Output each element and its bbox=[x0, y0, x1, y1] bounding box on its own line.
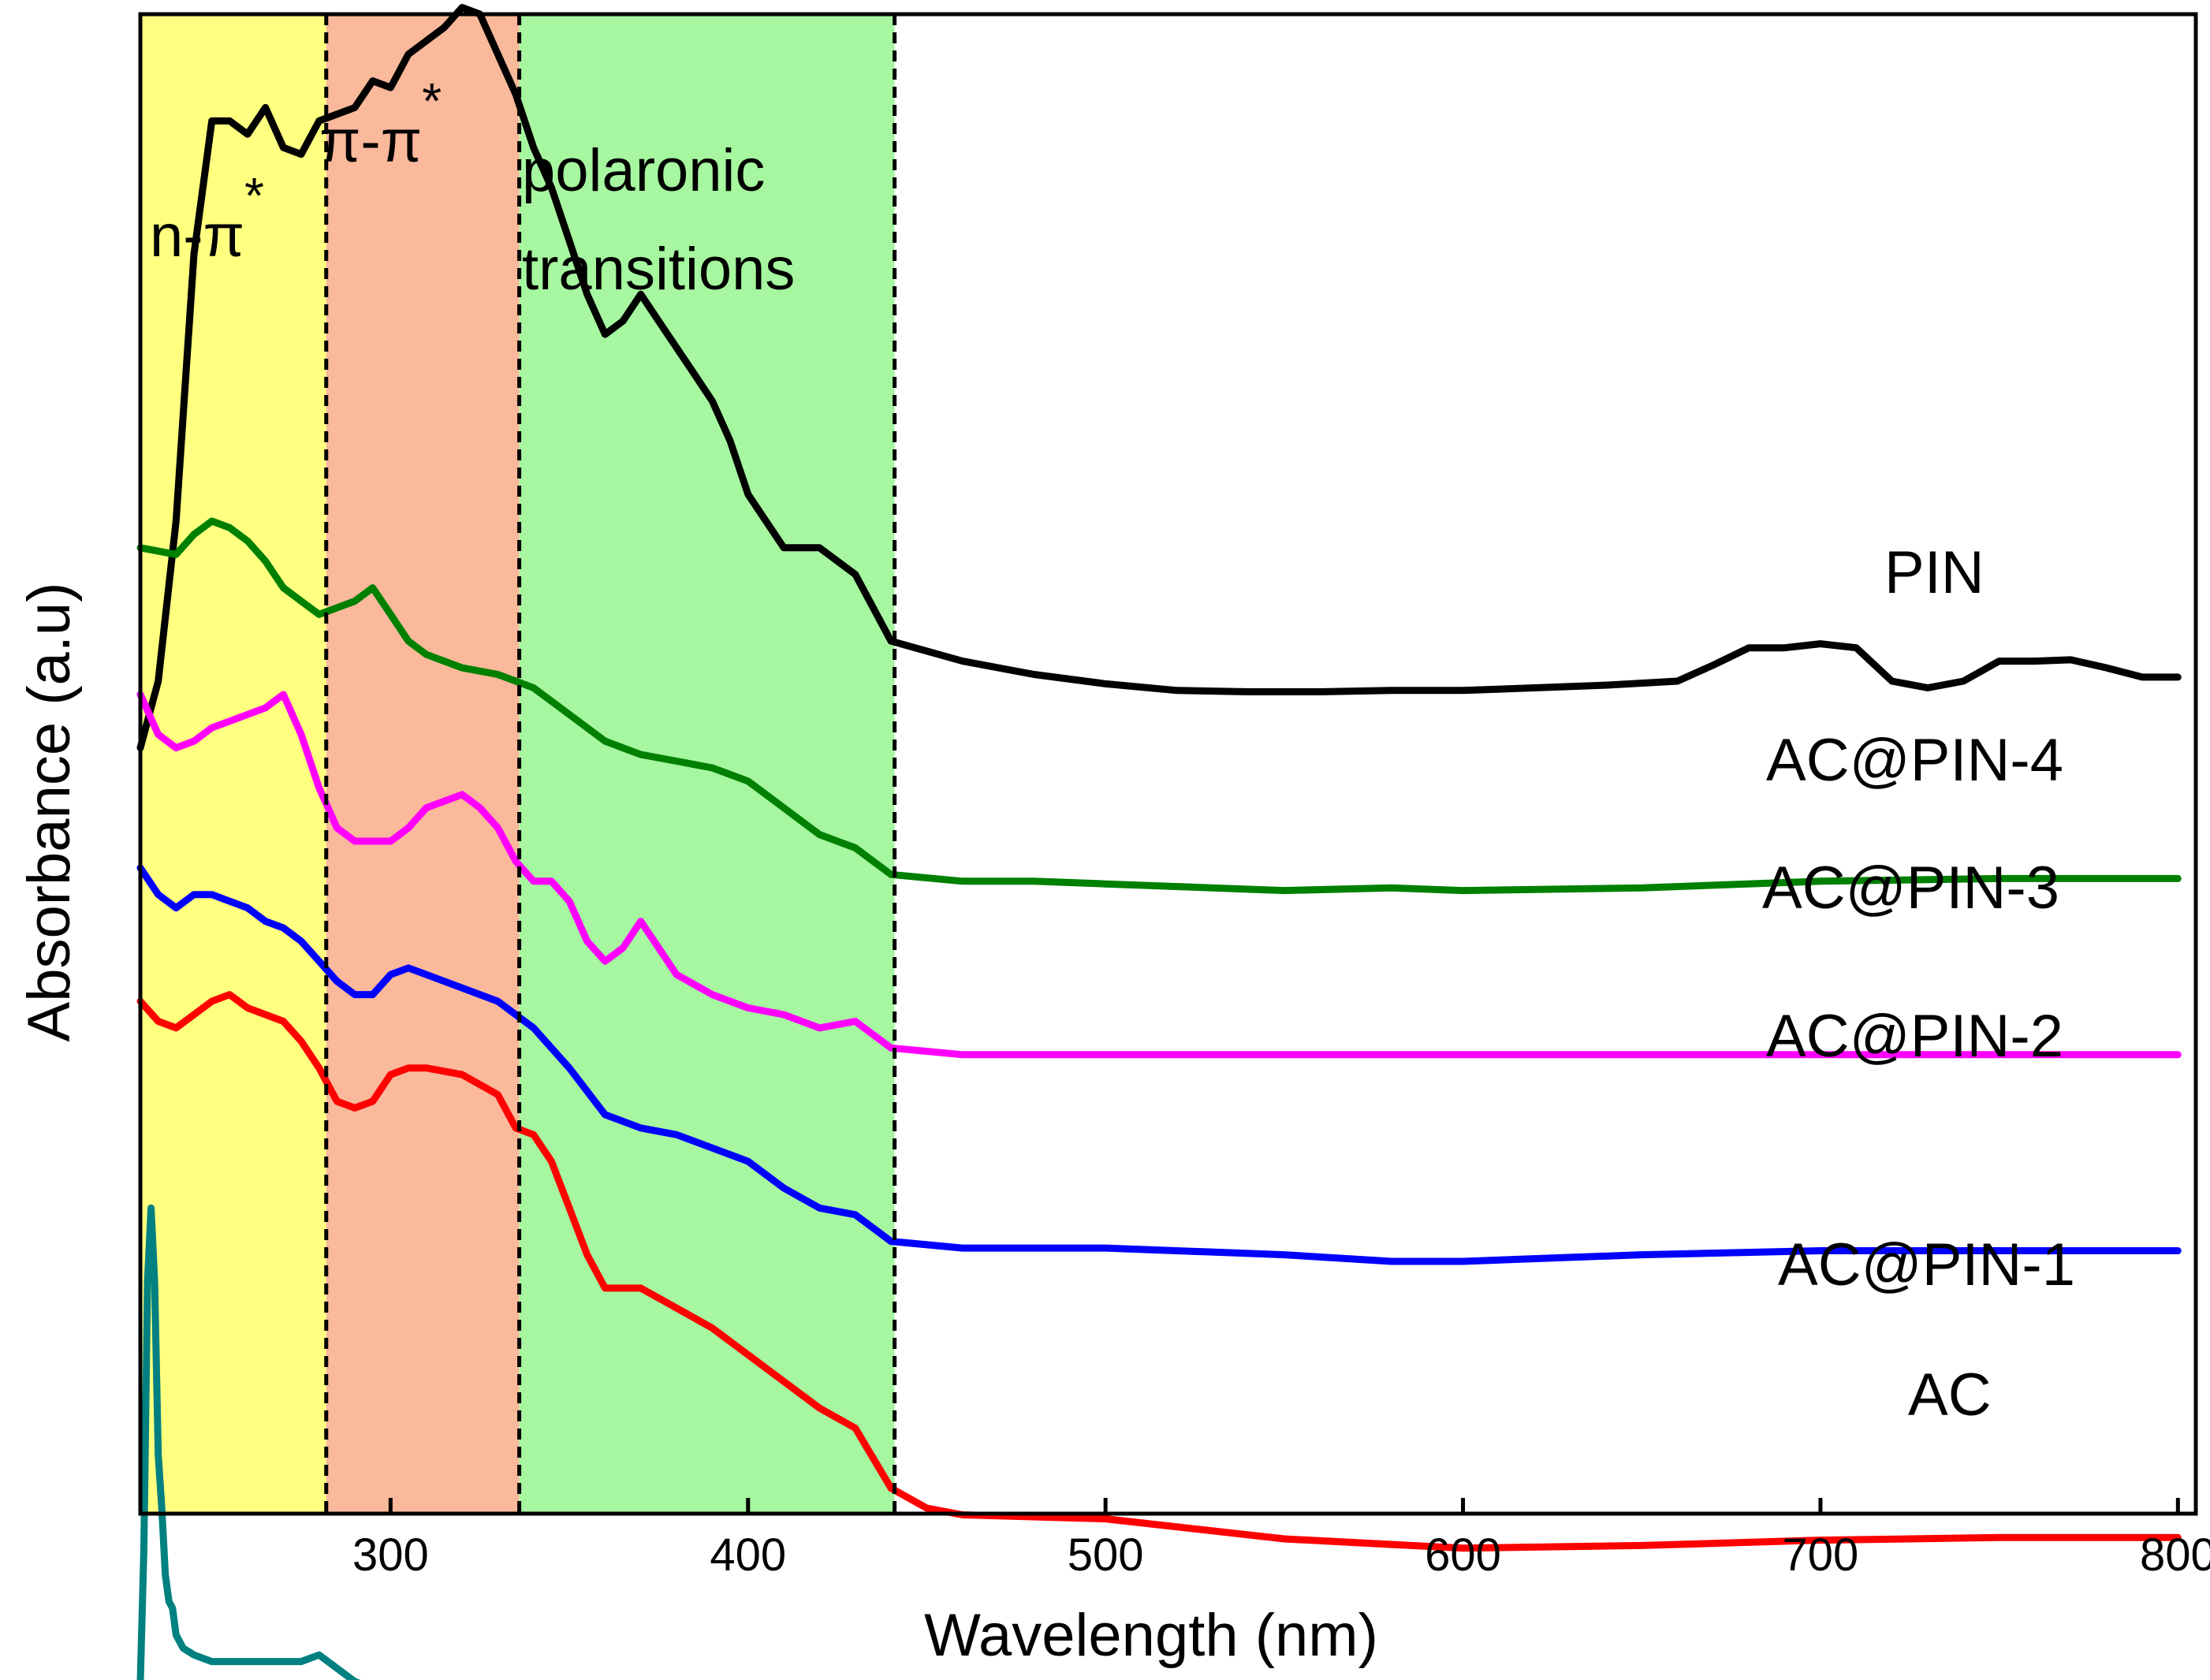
series-label-pin: PIN bbox=[1884, 539, 1985, 606]
series-label-ac-pin-3: AC@PIN-3 bbox=[1762, 855, 2059, 922]
series-label-ac: AC bbox=[1908, 1362, 1992, 1429]
x-tick-label-700: 700 bbox=[1783, 1529, 1859, 1581]
plot-frame bbox=[138, 12, 2198, 1516]
region-n-pi-star bbox=[140, 14, 326, 1514]
region-label-polaronic: polaronic bbox=[522, 137, 765, 204]
region-label-n-pi: n-π* bbox=[150, 167, 264, 270]
region-label-pi-pi-main: π-π bbox=[319, 108, 422, 175]
series-label-ac-pin-1: AC@PIN-1 bbox=[1778, 1231, 2075, 1298]
x-tick-label-600: 600 bbox=[1425, 1529, 1501, 1581]
series-line-ac-pin-4 bbox=[136, 517, 2182, 895]
series-line-ac bbox=[136, 1204, 361, 1680]
region-label-transitions: transitions bbox=[522, 236, 795, 303]
x-axis-ticks bbox=[388, 1498, 2180, 1514]
region-label-pi-pi: π-π* bbox=[319, 73, 442, 175]
series-line-ac-pin-2 bbox=[136, 864, 2182, 1265]
series-label-ac-pin-4: AC@PIN-4 bbox=[1766, 727, 2063, 794]
region-pi-pi-star bbox=[326, 14, 520, 1514]
x-tick-label-800: 800 bbox=[2140, 1529, 2210, 1581]
x-tick-label-500: 500 bbox=[1068, 1529, 1144, 1581]
series-label-ac-pin-2: AC@PIN-2 bbox=[1766, 1003, 2063, 1070]
series-line-ac-pin-3 bbox=[136, 691, 2182, 1059]
x-tick-label-300: 300 bbox=[352, 1529, 429, 1581]
region-label-n-pi-sup: * bbox=[244, 167, 264, 224]
region-label-n-pi-main: n-π bbox=[150, 203, 244, 270]
series-line-pin bbox=[136, 4, 2182, 752]
x-axis-title: Wavelength (nm) bbox=[924, 1602, 1378, 1669]
region-label-pi-pi-sup: * bbox=[422, 73, 442, 129]
x-tick-label-400: 400 bbox=[710, 1529, 786, 1581]
y-axis-title: Absorbance (a.u) bbox=[16, 583, 83, 1042]
